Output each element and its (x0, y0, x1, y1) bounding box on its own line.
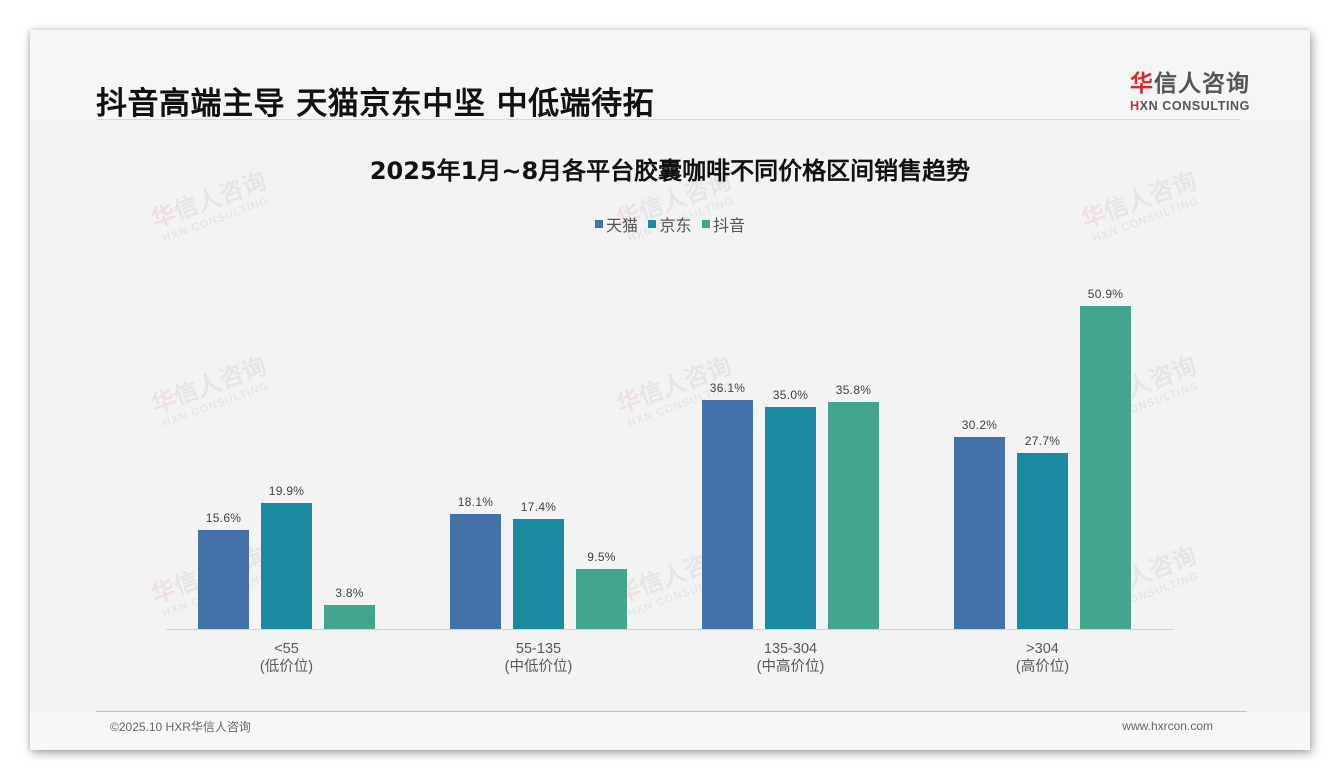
category-tier: (低价位) (259, 659, 314, 675)
category-range: 135-304 (763, 641, 818, 657)
category-tier: (中高价位) (756, 659, 825, 675)
data-label: 35.8% (835, 383, 872, 397)
header-band (30, 30, 1310, 120)
legend-swatch-icon (701, 220, 710, 228)
bar (324, 605, 375, 629)
category-tier: (中低价位) (504, 659, 573, 675)
legend-item-jd: 京东 (648, 212, 692, 236)
legend-swatch-icon (595, 220, 604, 228)
bar (576, 569, 627, 629)
chart-legend: 天猫 京东 抖音 (30, 212, 1310, 236)
x-axis-category-label: 135-304 (中高价位) (691, 640, 891, 676)
header-divider (96, 119, 1240, 120)
data-label: 36.1% (709, 381, 746, 395)
category-tier: (高价位) (1015, 659, 1070, 675)
x-axis-line (166, 629, 1174, 630)
footer-band (30, 712, 1310, 750)
bar (1080, 306, 1131, 629)
category-range: <55 (274, 641, 299, 657)
bar (954, 437, 1005, 629)
logo-en: HXN CONSULTING (1130, 99, 1250, 113)
logo-cn: 华信人咨询 (1130, 71, 1250, 97)
legend-item-tmall: 天猫 (595, 212, 638, 236)
data-label: 27.7% (1024, 434, 1061, 448)
legend-swatch-icon (648, 220, 657, 228)
bar (450, 514, 501, 629)
bar (261, 503, 312, 629)
bar (702, 400, 753, 629)
page-title: 抖音高端主导 天猫京东中坚 中低端待拓 (96, 86, 655, 122)
chart-title: 2025年1月~8月各平台胶囊咖啡不同价格区间销售趋势 (369, 157, 971, 185)
data-label: 35.0% (772, 388, 809, 402)
data-label: 17.4% (520, 500, 557, 514)
x-axis-category-label: >304 (高价位) (943, 640, 1143, 676)
data-label: 18.1% (457, 495, 494, 509)
data-label: 15.6% (205, 511, 242, 525)
data-label: 30.2% (961, 418, 998, 432)
bar (513, 519, 564, 629)
data-label: 3.8% (335, 586, 364, 600)
data-label: 19.9% (268, 484, 305, 498)
bar (828, 402, 879, 629)
footer-divider (96, 711, 1247, 712)
bar (765, 407, 816, 629)
data-label: 50.9% (1087, 287, 1124, 301)
category-range: 55-135 (515, 641, 562, 657)
company-logo: 华信人咨询 HXN CONSULTING (1110, 64, 1250, 113)
bar (1017, 453, 1068, 629)
footer-website: www.hxrcon.com (1122, 719, 1213, 733)
x-axis-category-label: 55-135 (中低价位) (439, 640, 639, 676)
category-range: >304 (1026, 641, 1059, 657)
bar (198, 530, 249, 629)
data-label: 9.5% (587, 550, 616, 564)
footer-copyright: ©2025.10 HXR华信人咨询 (110, 720, 251, 734)
slide: 抖音高端主导 天猫京东中坚 中低端待拓 华信人咨询 HXN CONSULTING… (30, 30, 1310, 750)
legend-item-douyin: 抖音 (701, 212, 745, 236)
plot-area: 15.6% 19.9% 3.8% 18.1% 17.4% 9.5% 36.1% 35.0% 35… (166, 280, 1174, 630)
x-axis-category-label: <55 (低价位) (187, 640, 387, 676)
